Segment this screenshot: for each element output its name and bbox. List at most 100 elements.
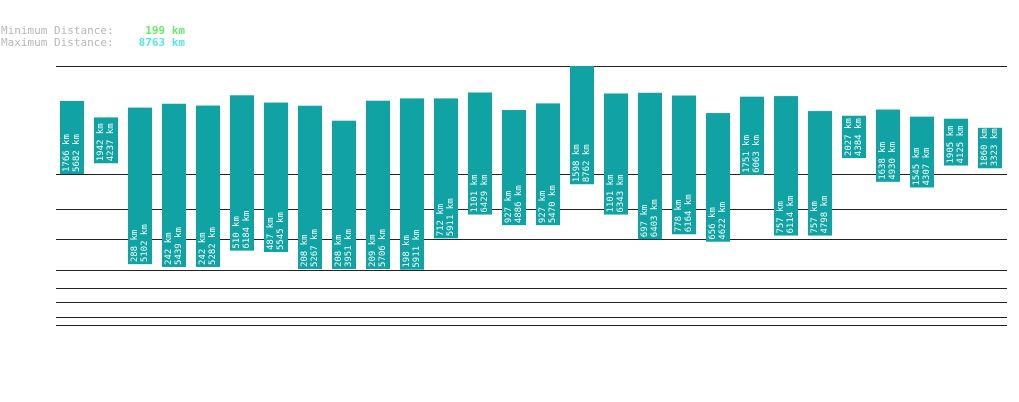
bar-max-label: 6114 km: [786, 196, 796, 234]
range-bar-rect: [774, 96, 798, 236]
range-bar-rect: [434, 98, 458, 239]
bar-min-label: 209 km: [368, 234, 378, 267]
range-bar-15: 927 km 5470 km: [536, 103, 560, 226]
bar-min-label: 1598 km: [572, 144, 582, 182]
range-bar-rect: [638, 92, 662, 240]
bar-max-label: 8762 km: [582, 144, 592, 182]
range-bar-24: 2027 km 4384 km: [842, 115, 866, 159]
range-bar-rect: [332, 120, 356, 270]
range-bar-1: 1766 km 5682 km: [60, 101, 84, 174]
bar-min-label: 1101 km: [470, 175, 480, 213]
bar-min-label: 1638 km: [878, 142, 888, 180]
bar-min-label: 927 km: [538, 191, 548, 224]
bar-min-label: 1942 km: [96, 123, 106, 161]
range-bar-rect: [230, 95, 254, 251]
range-bar-7: 487 km 5545 km: [264, 102, 288, 253]
range-bar-rect: [94, 117, 118, 164]
bar-max-label: 6164 km: [684, 194, 694, 232]
range-bar-22: 757 km 6114 km: [774, 96, 798, 236]
range-bar-rect: [876, 109, 900, 182]
range-bar-rect: [162, 103, 186, 267]
bar-max-label: 6184 km: [242, 211, 252, 249]
range-bar-rect: [298, 105, 322, 270]
bar-min-label: 1545 km: [912, 148, 922, 186]
minimum-distance-label: Minimum Distance:: [1, 24, 114, 37]
bar-min-label: 927 km: [504, 191, 514, 224]
bar-max-label: 4930 km: [888, 142, 898, 180]
range-bar-23: 757 km 4798 km: [808, 111, 832, 236]
bar-max-label: 5682 km: [72, 134, 82, 172]
bar-min-label: 208 km: [334, 235, 344, 268]
bar-max-label: 6063 km: [752, 135, 762, 173]
range-bar-5: 242 km 5282 km: [196, 105, 220, 267]
bar-min-label: 757 km: [810, 201, 820, 234]
range-bar-rect: [842, 115, 866, 159]
range-bar-rect: [502, 110, 526, 226]
bar-max-label: 6403 km: [650, 199, 660, 237]
range-bar-18: 697 km 6403 km: [638, 92, 662, 240]
distance-summary: Minimum Distance: 199 km Maximum Distance…: [1, 25, 185, 49]
range-bar-20: 656 km 4622 km: [706, 113, 730, 242]
bar-min-label: 242 km: [198, 232, 208, 265]
range-bar-26: 1545 km 4307 km: [910, 116, 934, 188]
bar-min-label: 697 km: [640, 205, 650, 238]
bar-max-label: 4237 km: [106, 123, 116, 161]
bar-min-label: 510 km: [232, 216, 242, 249]
bar-min-label: 712 km: [436, 204, 446, 237]
bar-max-label: 5282 km: [208, 227, 218, 265]
range-bar-10: 209 km 5706 km: [366, 100, 390, 269]
maximum-distance-label: Maximum Distance:: [1, 36, 114, 49]
range-bar-rect: [978, 127, 1002, 169]
range-bar-16: 1598 km 8762 km: [570, 65, 594, 185]
range-bar-rect: [706, 113, 730, 242]
range-bar-19: 778 km 6164 km: [672, 95, 696, 235]
range-bar-28: 1860 km 3323 km: [978, 127, 1002, 169]
bar-min-label: 2027 km: [844, 118, 854, 156]
bar-max-label: 3951 km: [344, 229, 354, 267]
bar-max-label: 4125 km: [956, 126, 966, 164]
bar-max-label: 4622 km: [718, 202, 728, 240]
bar-max-label: 6429 km: [480, 175, 490, 213]
range-bar-rect: [60, 101, 84, 174]
bar-max-label: 5545 km: [276, 212, 286, 250]
minimum-distance-value: 199 km: [145, 24, 185, 37]
bar-series: 1766 km 5682 km 1942 km 4237 km 288 km 5102 k…: [60, 65, 1002, 270]
range-bar-rect: [604, 93, 628, 215]
range-bar-rect: [196, 105, 220, 267]
range-bar-6: 510 km 6184 km: [230, 95, 254, 251]
bar-max-label: 6343 km: [616, 175, 626, 213]
bar-max-label: 4307 km: [922, 148, 932, 186]
bar-max-label: 5102 km: [140, 224, 150, 262]
range-bar-25: 1638 km 4930 km: [876, 109, 900, 182]
bar-min-label: 487 km: [266, 218, 276, 251]
range-bar-rect: [672, 95, 696, 235]
minimum-distance-row: Minimum Distance: 199 km: [1, 25, 185, 37]
range-bar-3: 288 km 5102 km: [128, 107, 152, 265]
range-bar-21: 1751 km 6063 km: [740, 96, 764, 175]
range-bar-rect: [944, 118, 968, 166]
bar-max-label: 5706 km: [378, 229, 388, 267]
maximum-distance-value: 8763 km: [138, 36, 185, 49]
bar-max-label: 4384 km: [854, 118, 864, 156]
range-bar-17: 1101 km 6343 km: [604, 93, 628, 215]
bar-min-label: 1860 km: [980, 128, 990, 166]
range-bar-rect: [400, 98, 424, 270]
bar-min-label: 656 km: [708, 207, 718, 240]
range-bar-2: 1942 km 4237 km: [94, 117, 118, 164]
range-bar-rect: [468, 92, 492, 215]
bar-max-label: 5911 km: [412, 230, 422, 268]
range-bar-rect: [570, 65, 594, 185]
bar-min-label: 757 km: [776, 201, 786, 234]
range-bar-rect: [128, 107, 152, 265]
bar-max-label: 3323 km: [990, 128, 1000, 166]
bar-min-label: 1905 km: [946, 126, 956, 164]
range-bar-rect: [740, 96, 764, 175]
range-bar-9: 208 km 3951 km: [332, 120, 356, 270]
bar-max-label: 5911 km: [446, 198, 456, 236]
bar-min-label: 208 km: [300, 235, 310, 268]
bar-max-label: 4798 km: [820, 196, 830, 234]
range-bar-14: 927 km 4886 km: [502, 110, 526, 226]
range-bar-rect: [264, 102, 288, 253]
range-bar-rect: [366, 100, 390, 269]
bar-min-label: 242 km: [164, 232, 174, 265]
